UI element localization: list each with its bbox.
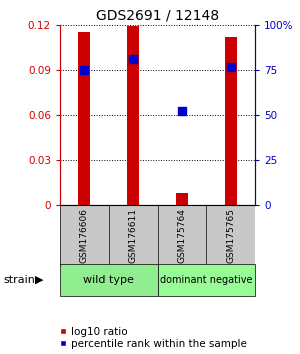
Text: GSM176606: GSM176606 bbox=[80, 208, 89, 263]
Point bbox=[179, 108, 184, 113]
Point bbox=[131, 57, 136, 62]
Text: strain: strain bbox=[3, 275, 35, 285]
Text: dominant negative: dominant negative bbox=[160, 275, 253, 285]
Bar bbox=[176, 193, 188, 205]
Text: GSM175765: GSM175765 bbox=[226, 208, 235, 263]
Text: GSM175764: GSM175764 bbox=[177, 208, 186, 263]
Bar bbox=[224, 37, 237, 205]
Text: GSM176611: GSM176611 bbox=[129, 208, 138, 263]
Bar bbox=[158, 264, 255, 296]
Bar bbox=[78, 32, 91, 205]
Point bbox=[228, 64, 233, 70]
Text: ▶: ▶ bbox=[34, 275, 43, 285]
Legend: log10 ratio, percentile rank within the sample: log10 ratio, percentile rank within the … bbox=[59, 327, 247, 349]
Bar bbox=[60, 264, 158, 296]
Title: GDS2691 / 12148: GDS2691 / 12148 bbox=[96, 8, 219, 22]
Text: wild type: wild type bbox=[83, 275, 134, 285]
Bar bbox=[127, 26, 139, 205]
Point bbox=[82, 67, 87, 73]
